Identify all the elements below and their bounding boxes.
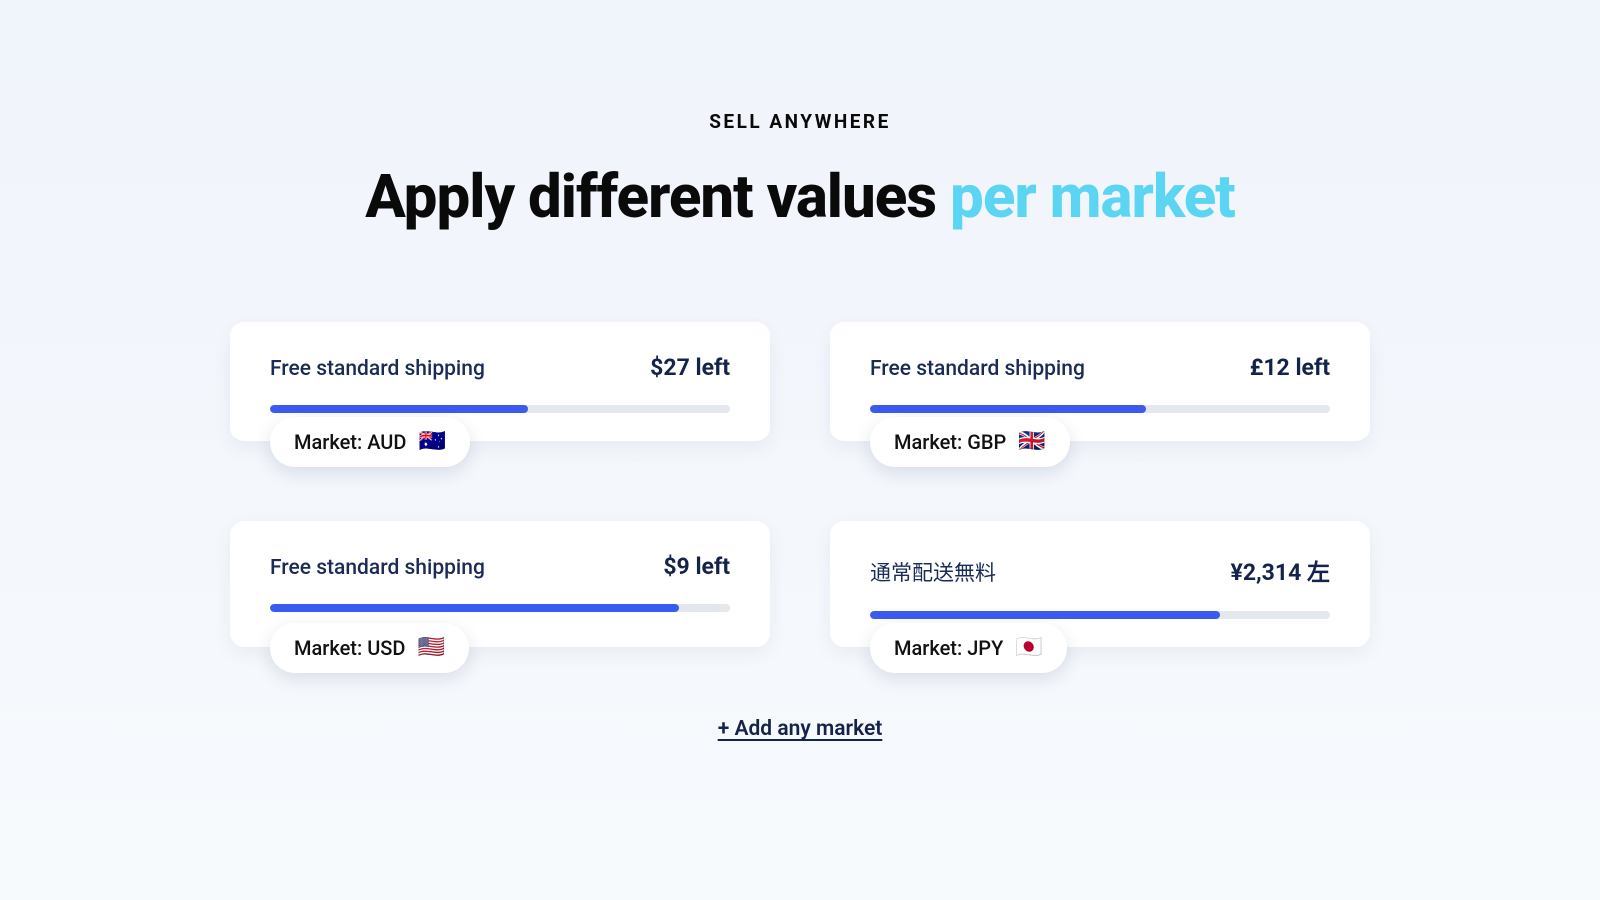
progress-track [870,611,1330,619]
card-row: Free standard shipping $9 left [270,553,730,580]
market-badge-jpy[interactable]: Market: JPY 🇯🇵 [870,623,1067,673]
shipping-label: Free standard shipping [270,556,485,580]
flag-icon: 🇬🇧 [1018,431,1045,453]
page-headline: Apply different values per market [365,161,1234,232]
shipping-label: Free standard shipping [270,357,485,381]
progress-fill [270,604,679,612]
flag-icon: 🇯🇵 [1015,637,1042,659]
market-card-jpy: 通常配送無料 ¥2,314 左 Market: JPY 🇯🇵 [830,521,1370,647]
progress-track [270,405,730,413]
market-badge-usd[interactable]: Market: USD 🇺🇸 [270,623,469,673]
market-badge-label: Market: GBP [894,430,1006,454]
flag-icon: 🇦🇺 [418,431,445,453]
flag-icon: 🇺🇸 [417,637,444,659]
shipping-label: Free standard shipping [870,357,1085,381]
progress-fill [870,611,1220,619]
market-badge-label: Market: USD [294,636,405,660]
market-badge-gbp[interactable]: Market: GBP 🇬🇧 [870,417,1070,467]
market-badge-label: Market: JPY [894,636,1003,660]
amount-left: ¥2,314 左 [1231,553,1331,587]
progress-track [870,405,1330,413]
progress-track [270,604,730,612]
page-container: SELL ANYWHERE Apply different values per… [0,0,1600,900]
amount-left: £12 left [1250,354,1330,381]
card-row: 通常配送無料 ¥2,314 左 [870,553,1330,587]
market-card-gbp: Free standard shipping £12 left Market: … [830,322,1370,441]
headline-main: Apply different values [365,161,950,232]
market-cards-grid: Free standard shipping $27 left Market: … [230,322,1370,647]
add-market-link[interactable]: + Add any market [718,717,883,741]
progress-fill [870,405,1146,413]
market-card-aud: Free standard shipping $27 left Market: … [230,322,770,441]
card-row: Free standard shipping £12 left [870,354,1330,381]
progress-fill [270,405,528,413]
amount-left: $27 left [650,354,730,381]
card-row: Free standard shipping $27 left [270,354,730,381]
eyebrow-text: SELL ANYWHERE [709,110,891,133]
amount-left: $9 left [663,553,730,580]
shipping-label: 通常配送無料 [870,557,996,587]
headline-accent: per market [950,161,1235,232]
market-badge-aud[interactable]: Market: AUD 🇦🇺 [270,417,470,467]
market-badge-label: Market: AUD [294,430,406,454]
market-card-usd: Free standard shipping $9 left Market: U… [230,521,770,647]
